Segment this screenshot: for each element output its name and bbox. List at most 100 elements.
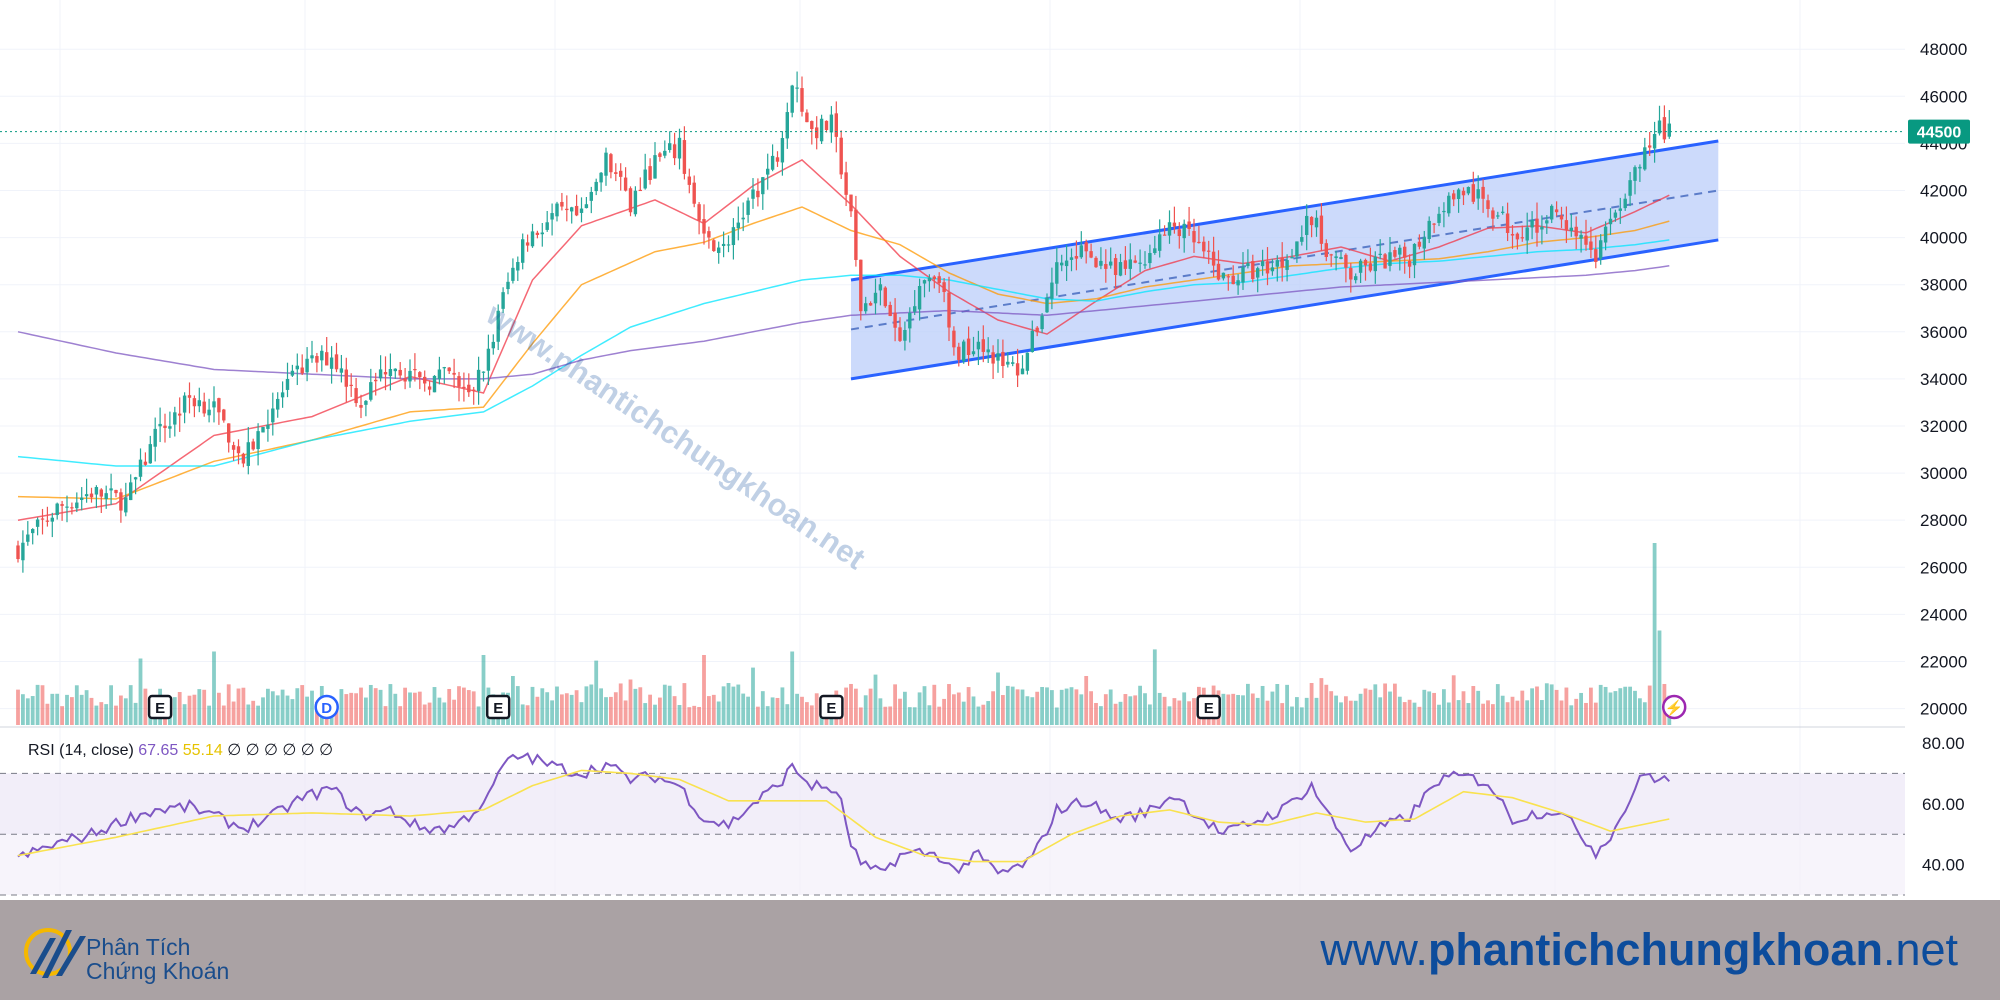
candle-body[interactable] — [1461, 190, 1466, 196]
candle-body[interactable] — [824, 120, 829, 130]
candle-body[interactable] — [114, 489, 118, 494]
candle-body[interactable] — [1172, 222, 1177, 227]
candle-body[interactable] — [868, 303, 873, 306]
candle-body[interactable] — [521, 239, 525, 263]
candle-body[interactable] — [1001, 351, 1005, 366]
candle-body[interactable] — [516, 262, 520, 271]
candle-body[interactable] — [21, 542, 25, 561]
candle-body[interactable] — [217, 398, 221, 413]
candle-body[interactable] — [1403, 246, 1407, 258]
candle-body[interactable] — [393, 368, 397, 372]
candle-body[interactable] — [1476, 189, 1480, 199]
event-marker[interactable] — [314, 694, 339, 720]
candle-body[interactable] — [810, 121, 814, 130]
candle-body[interactable] — [148, 444, 152, 464]
candle-body[interactable] — [937, 276, 941, 284]
candle-body[interactable] — [1221, 272, 1226, 279]
candle-body[interactable] — [1148, 252, 1152, 264]
candle-body[interactable] — [643, 169, 647, 189]
candle-body[interactable] — [173, 412, 177, 425]
candle-body[interactable] — [609, 154, 613, 173]
candle-body[interactable] — [1358, 260, 1363, 273]
candle-body[interactable] — [45, 520, 50, 522]
candle-body[interactable] — [476, 369, 481, 392]
candle-body[interactable] — [1383, 254, 1387, 269]
candle-body[interactable] — [1407, 260, 1412, 267]
candle-body[interactable] — [1579, 234, 1583, 239]
candle-body[interactable] — [1589, 241, 1593, 250]
candle-body[interactable] — [1275, 260, 1279, 267]
candle-body[interactable] — [432, 375, 437, 393]
candle-body[interactable] — [966, 338, 971, 356]
candle-body[interactable] — [775, 157, 780, 162]
candle-body[interactable] — [1211, 251, 1216, 266]
candle-body[interactable] — [241, 453, 246, 464]
candle-body[interactable] — [1256, 268, 1260, 278]
candle-body[interactable] — [962, 341, 966, 362]
candle-body[interactable] — [1398, 247, 1402, 255]
candle-body[interactable] — [1550, 205, 1554, 220]
candle-body[interactable] — [305, 358, 309, 373]
candle-body[interactable] — [378, 369, 383, 379]
candle-body[interactable] — [1339, 257, 1343, 259]
event-marker[interactable] — [819, 694, 844, 720]
channel-upper-line[interactable] — [850, 139, 1719, 282]
candle-body[interactable] — [75, 502, 79, 509]
candle-body[interactable] — [31, 529, 35, 534]
candle-body[interactable] — [692, 182, 696, 204]
candle-body[interactable] — [84, 494, 89, 497]
candle-body[interactable] — [1236, 280, 1240, 286]
candle-body[interactable] — [986, 349, 990, 353]
candle-body[interactable] — [883, 287, 887, 307]
candle-body[interactable] — [1011, 362, 1015, 364]
candle-body[interactable] — [1613, 212, 1618, 218]
candle-body[interactable] — [1417, 241, 1422, 247]
candle-body[interactable] — [511, 267, 515, 281]
candle-body[interactable] — [981, 339, 985, 352]
candle-body[interactable] — [751, 189, 755, 199]
rsi-pane[interactable]: 80.00 60.00 40.00 RSI (14, close) 67.65 55.… — [0, 734, 1965, 896]
candle-body[interactable] — [1089, 251, 1093, 258]
candle-body[interactable] — [1290, 257, 1294, 259]
candle-body[interactable] — [1300, 237, 1304, 242]
candle-body[interactable] — [1657, 120, 1662, 134]
candle-body[interactable] — [1251, 261, 1255, 280]
candle-body[interactable] — [663, 150, 667, 156]
candle-body[interactable] — [1481, 186, 1485, 199]
candle-body[interactable] — [1662, 117, 1667, 140]
candle-body[interactable] — [197, 400, 201, 407]
candle-body[interactable] — [721, 243, 726, 247]
rsi-legend[interactable]: RSI (14, close) 67.65 55.14 ∅ ∅ ∅ ∅ ∅ ∅ — [28, 742, 333, 759]
candle-body[interactable] — [849, 194, 853, 212]
candle-body[interactable] — [222, 409, 226, 421]
candle-body[interactable] — [1393, 250, 1397, 257]
candle-body[interactable] — [1628, 180, 1632, 196]
candle-body[interactable] — [761, 177, 765, 195]
candle-body[interactable] — [829, 114, 834, 133]
candle-body[interactable] — [1530, 220, 1534, 228]
candle-body[interactable] — [310, 355, 314, 359]
candle-body[interactable] — [991, 352, 995, 364]
candle-body[interactable] — [50, 517, 54, 522]
event-marker[interactable] — [1661, 694, 1687, 720]
candle-body[interactable] — [766, 168, 770, 175]
candle-body[interactable] — [369, 382, 373, 400]
candle-body[interactable] — [619, 170, 623, 177]
candle-body[interactable] — [917, 286, 922, 310]
candlesticks[interactable] — [16, 71, 1671, 573]
candle-body[interactable] — [295, 365, 299, 370]
candle-body[interactable] — [672, 144, 677, 159]
candle-body[interactable] — [1486, 200, 1490, 209]
candle-body[interactable] — [1554, 209, 1559, 213]
candle-body[interactable] — [398, 369, 402, 376]
candle-body[interactable] — [976, 341, 981, 350]
candle-body[interactable] — [1368, 263, 1373, 271]
candle-body[interactable] — [202, 401, 206, 414]
candle-body[interactable] — [1584, 235, 1588, 245]
candle-body[interactable] — [530, 231, 535, 247]
candle-body[interactable] — [1412, 243, 1417, 266]
candle-body[interactable] — [1055, 262, 1059, 284]
candle-body[interactable] — [628, 188, 633, 213]
candle-body[interactable] — [854, 209, 858, 260]
candle-body[interactable] — [741, 217, 745, 220]
